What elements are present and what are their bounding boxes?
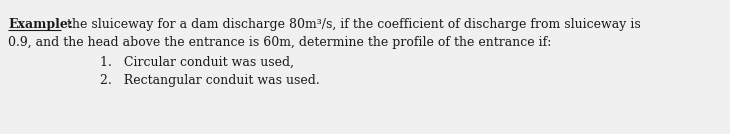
Text: the sluiceway for a dam discharge 80m³/s, if the coefficient of discharge from s: the sluiceway for a dam discharge 80m³/s… <box>63 18 641 31</box>
Text: 0.9, and the head above the entrance is 60m, determine the profile of the entran: 0.9, and the head above the entrance is … <box>8 36 551 49</box>
Text: 1.   Circular conduit was used,: 1. Circular conduit was used, <box>100 56 294 69</box>
Text: Example:: Example: <box>8 18 72 31</box>
Text: 2.   Rectangular conduit was used.: 2. Rectangular conduit was used. <box>100 74 320 87</box>
